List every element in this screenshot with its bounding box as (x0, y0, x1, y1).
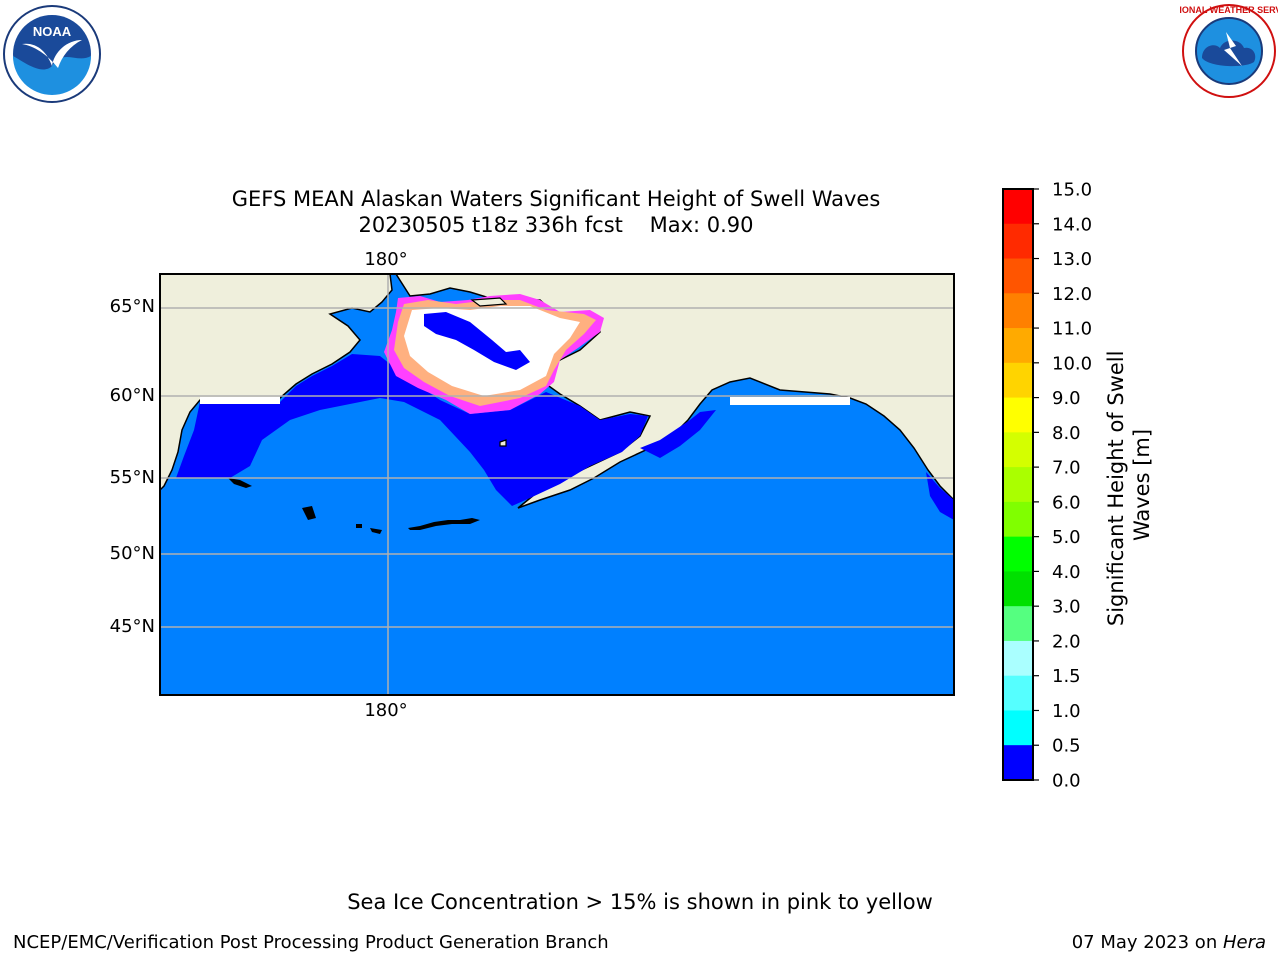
footer-branch: NCEP/EMC/Verification Post Processing Pr… (13, 932, 609, 953)
colorbar-bin (1003, 293, 1033, 329)
lat-label-60: 60°N (110, 385, 155, 406)
colorbar-tick-label: 6.0 (1052, 492, 1081, 513)
colorbar-tick-label: 13.0 (1052, 249, 1092, 270)
lat-label-45: 45°N (110, 616, 155, 637)
colorbar-border (1002, 188, 1034, 781)
map-border (159, 273, 955, 696)
island-st-lawrence (470, 297, 508, 307)
colorbar-tick-label: 11.0 (1052, 319, 1092, 340)
colorbar-bin (1003, 710, 1033, 746)
colorbar-tick-label: 10.0 (1052, 353, 1092, 374)
nearshore-bering (176, 354, 648, 506)
colorbar-tick-label: 0.5 (1052, 736, 1081, 757)
land-siberia (160, 274, 393, 492)
island-aleutian-3 (356, 524, 362, 528)
colorbar-tick-label: 0.0 (1052, 771, 1081, 792)
colorbar: 15.0 14.0 13.0 12.0 11.0 10.0 9.0 8.0 7.0 6.0 5.0 4… (1002, 180, 1092, 792)
colorbar-tick-label: 4.0 (1052, 562, 1081, 583)
colorbar-tick-label: 2.0 (1052, 631, 1081, 652)
colorbar-tick-label: 8.0 (1052, 423, 1081, 444)
island-kamchatka-tip (228, 478, 252, 488)
colorbar-bin (1003, 362, 1033, 399)
colorbar-tick-label: 1.5 (1052, 666, 1081, 687)
colorbar-tick-label: 7.0 (1052, 458, 1081, 479)
colorbar-label: Significant Height of Swell Waves [m] (1104, 344, 1154, 626)
lat-label-50: 50°N (110, 543, 155, 564)
colorbar-bin (1003, 675, 1033, 711)
colorbar-label-line-1: Significant Height of Swell (1104, 351, 1128, 627)
nws-logo: NATIONAL WEATHER SERVICE (1180, 4, 1278, 98)
colorbar-tick-label: 1.0 (1052, 701, 1081, 722)
lon-label-bottom: 180° (364, 700, 407, 721)
ice-edge-west (200, 397, 280, 404)
nearshore-southeast (926, 472, 954, 520)
colorbar-bin (1003, 432, 1033, 468)
colorbar-bin (1003, 606, 1033, 642)
map-gridlines (160, 274, 954, 695)
noaa-logo: NOAA (3, 5, 101, 103)
title-line-2: 20230505 t18z 336h fcst Max: 0.90 (358, 213, 754, 237)
footer-date-text: 07 May 2023 on (1071, 932, 1223, 953)
colorbar-bin (1003, 501, 1033, 538)
colorbar-bin (1003, 640, 1033, 677)
island-aleutian-2 (370, 528, 382, 534)
nws-logo-text: NATIONAL WEATHER SERVICE (1180, 5, 1278, 15)
nearshore-gulf (640, 410, 716, 458)
colorbar-bin (1003, 258, 1033, 294)
colorbar-tick-label: 3.0 (1052, 597, 1081, 618)
island-aleutian-1 (408, 518, 480, 530)
colorbar-tick-label: 12.0 (1052, 284, 1092, 305)
open-water-in-ice (424, 312, 530, 370)
title-line-1: GEFS MEAN Alaskan Waters Significant Hei… (231, 187, 881, 211)
colorbar-bin (1003, 223, 1033, 260)
lat-label-65: 65°N (110, 296, 155, 317)
colorbar-bin (1003, 745, 1033, 780)
colorbar-bin (1003, 571, 1033, 607)
island-pribilof (499, 439, 507, 447)
sea-ice-note: Sea Ice Concentration > 15% is shown in … (347, 890, 933, 914)
colorbar-bin (1003, 397, 1033, 433)
ice-edge-gulf (730, 397, 850, 405)
footer-host: Hera (1222, 932, 1266, 953)
plot-title: GEFS MEAN Alaskan Waters Significant Hei… (0, 186, 1112, 238)
map-panel (160, 274, 954, 695)
colorbar-bin (1003, 189, 1033, 225)
colorbar-tick-label: 15.0 (1052, 180, 1092, 201)
lon-label-top: 180° (364, 249, 407, 270)
noaa-logo-text: NOAA (33, 24, 72, 39)
colorbar-tick-label: 9.0 (1052, 388, 1081, 409)
colorbar-label-line-2: Waves [m] (1130, 429, 1154, 541)
footer-date: 07 May 2023 on Hera (1072, 932, 1266, 953)
colorbar-tick-label: 14.0 (1052, 214, 1092, 235)
island-commander (302, 506, 316, 520)
lat-label-55: 55°N (110, 467, 155, 488)
colorbar-bin (1003, 536, 1033, 572)
colorbar-tick-label: 5.0 (1052, 527, 1081, 548)
colorbar-bin (1003, 328, 1033, 364)
colorbar-bin (1003, 467, 1033, 503)
